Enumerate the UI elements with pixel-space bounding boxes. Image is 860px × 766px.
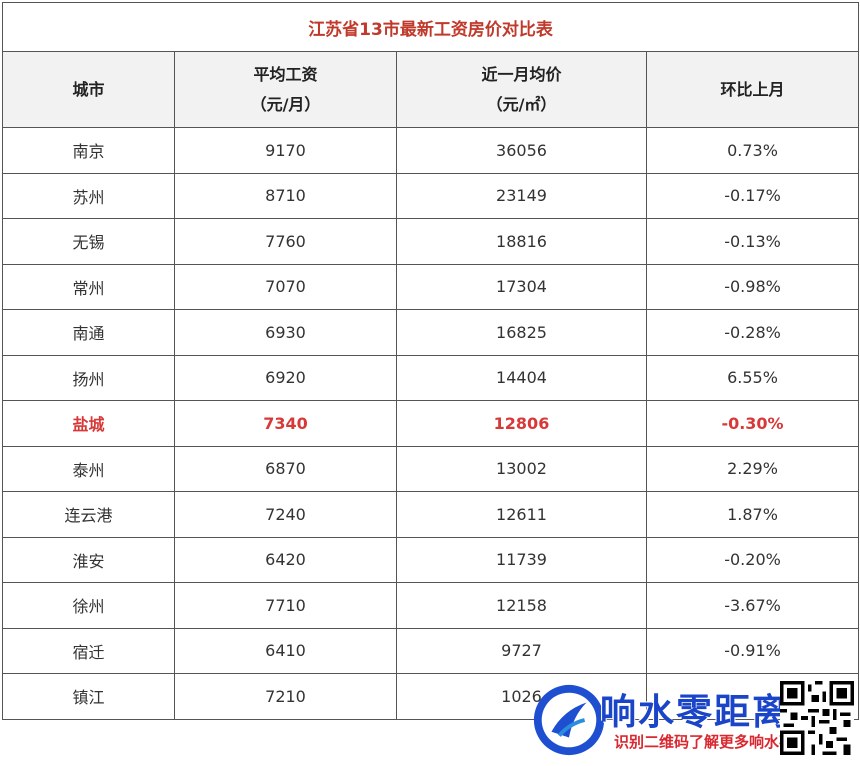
header-price: 近一月均价 （元/㎡） (396, 51, 647, 128)
cell-salary: 6410 (174, 627, 397, 674)
cell-city: 无锡 (2, 218, 175, 265)
watermark: 响水零距离 识别二维码了解更多响水事 (530, 677, 860, 763)
header-price-unit: （元/㎡） (486, 94, 557, 114)
cell-salary: 6420 (174, 536, 397, 583)
cell-mom: -0.91% (645, 627, 860, 674)
watermark-name: 响水零距离 (600, 691, 791, 733)
table-title: 江苏省13市最新工资房价对比表 (1, 2, 860, 52)
cell-price: 11739 (396, 536, 647, 583)
cell-mom: -0.98% (645, 263, 860, 310)
cell-price: 36056 (396, 127, 647, 174)
cell-salary: 7760 (174, 218, 397, 265)
cell-city: 镇江 (2, 673, 175, 720)
table-row: 无锡 7760 18816 -0.13% (2, 218, 860, 265)
cell-mom: -0.30% (645, 400, 860, 447)
table-row: 常州 7070 17304 -0.98% (2, 263, 860, 310)
cell-salary: 6920 (174, 354, 397, 401)
header-price-label: 近一月均价 (481, 64, 562, 84)
table-row: 南京 9170 36056 0.73% (2, 127, 860, 174)
qr-code-icon (780, 681, 854, 755)
cell-mom: 6.55% (645, 354, 860, 401)
header-city: 城市 (2, 51, 175, 128)
cell-mom: 1.87% (645, 491, 860, 538)
cell-salary: 6930 (174, 309, 397, 356)
table-row: 淮安 6420 11739 -0.20% (2, 536, 860, 583)
cell-price: 12158 (396, 582, 647, 629)
cell-mom: -0.13% (645, 218, 860, 265)
cell-price: 17304 (396, 263, 647, 310)
cell-price: 23149 (396, 172, 647, 219)
cell-salary: 7210 (174, 673, 397, 720)
cell-salary: 7710 (174, 582, 397, 629)
header-mom-label: 环比上月 (720, 79, 785, 99)
cell-salary: 7340 (174, 400, 397, 447)
table-title-row: 江苏省13市最新工资房价对比表 (1, 2, 860, 52)
header-mom: 环比上月 (645, 51, 860, 128)
cell-price: 12611 (396, 491, 647, 538)
cell-price: 14404 (396, 354, 647, 401)
table-row: 苏州 8710 23149 -0.17% (2, 172, 860, 219)
header-salary-label: 平均工资 (253, 64, 318, 84)
comparison-table: 江苏省13市最新工资房价对比表 城市 平均工资 （元/月） 近一月均价 （元/㎡… (1, 2, 860, 720)
cell-salary: 6870 (174, 445, 397, 492)
cell-mom: 2.29% (645, 445, 860, 492)
cell-city: 宿迁 (2, 627, 175, 674)
cell-city: 南京 (2, 127, 175, 174)
table-row: 宿迁 6410 9727 -0.91% (2, 627, 860, 674)
cell-price: 12806 (396, 400, 647, 447)
cell-salary: 7240 (174, 491, 397, 538)
table-container: 江苏省13市最新工资房价对比表 城市 平均工资 （元/月） 近一月均价 （元/㎡… (1, 2, 860, 720)
cell-city: 连云港 (2, 491, 175, 538)
cell-price: 13002 (396, 445, 647, 492)
cell-price: 18816 (396, 218, 647, 265)
cell-city: 徐州 (2, 582, 175, 629)
cell-mom: -0.28% (645, 309, 860, 356)
cell-mom: -0.20% (645, 536, 860, 583)
table-row: 连云港 7240 12611 1.87% (2, 491, 860, 538)
header-salary: 平均工资 （元/月） (174, 51, 397, 128)
cell-price: 9727 (396, 627, 647, 674)
cell-city: 扬州 (2, 354, 175, 401)
cell-city: 盐城 (2, 400, 175, 447)
cell-mom: -3.67% (645, 582, 860, 629)
header-salary-unit: （元/月） (250, 94, 321, 114)
cell-city: 常州 (2, 263, 175, 310)
table-row: 泰州 6870 13002 2.29% (2, 445, 860, 492)
table-row-highlighted: 盐城 7340 12806 -0.30% (2, 400, 860, 447)
header-city-label: 城市 (72, 79, 105, 99)
cell-city: 苏州 (2, 172, 175, 219)
watermark-subtitle: 识别二维码了解更多响水事 (614, 733, 795, 751)
header-row: 城市 平均工资 （元/月） 近一月均价 （元/㎡） 环比上月 (2, 51, 860, 128)
table-row: 扬州 6920 14404 6.55% (2, 354, 860, 401)
cell-salary: 9170 (174, 127, 397, 174)
cell-city: 淮安 (2, 536, 175, 583)
cell-city: 南通 (2, 309, 175, 356)
cell-mom: -0.17% (645, 172, 860, 219)
cell-city: 泰州 (2, 445, 175, 492)
cell-salary: 7070 (174, 263, 397, 310)
cell-salary: 8710 (174, 172, 397, 219)
table-row: 南通 6930 16825 -0.28% (2, 309, 860, 356)
table-row: 徐州 7710 12158 -3.67% (2, 582, 860, 629)
wave-logo-icon (533, 684, 605, 756)
cell-mom: 0.73% (645, 127, 860, 174)
cell-price: 16825 (396, 309, 647, 356)
